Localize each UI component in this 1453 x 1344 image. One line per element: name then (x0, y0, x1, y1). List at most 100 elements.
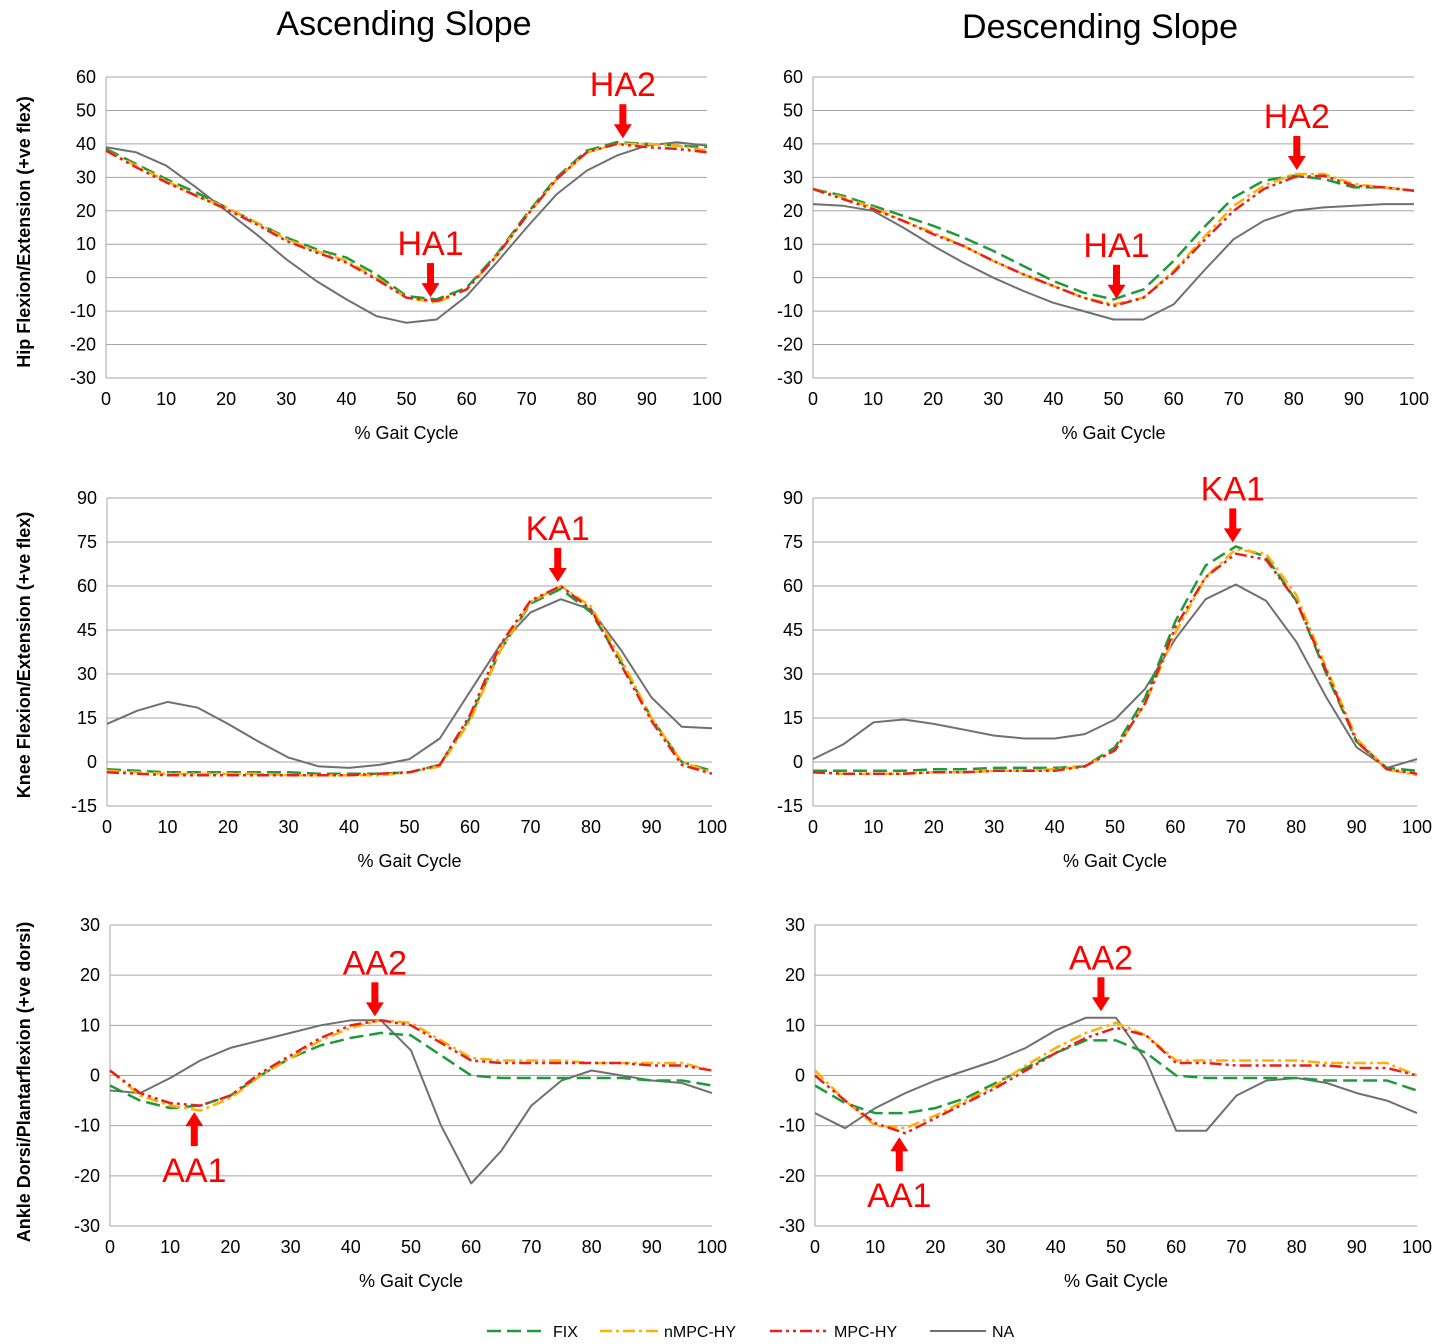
x-tick-label: 40 (1043, 389, 1063, 409)
y-tick-label: 30 (76, 167, 96, 187)
y-tick-label: -30 (70, 368, 96, 388)
x-axis-title: % Gait Cycle (359, 1271, 463, 1291)
x-tick-label: 0 (810, 1237, 820, 1257)
panel-hip-ascending: -30 -20 -10 0 10 20 30 40 50 60 0 10 20 30 40 50 60 70 80 9… (70, 66, 722, 443)
x-tick-label: 10 (863, 389, 883, 409)
x-tick-label: 70 (1226, 817, 1246, 837)
x-tick-label: 70 (520, 817, 540, 837)
x-tick-label: 80 (1287, 1237, 1307, 1257)
x-tick-label: 30 (281, 1237, 301, 1257)
x-tick-label: 70 (1226, 1237, 1246, 1257)
y-tick-label: -10 (74, 1116, 100, 1136)
y-tick-label: 30 (783, 664, 803, 684)
y-tick-label: -20 (70, 335, 96, 355)
x-tick-label: 100 (692, 389, 722, 409)
x-tick-label: 60 (460, 817, 480, 837)
x-tick-label: 20 (923, 389, 943, 409)
x-tick-label: 50 (399, 817, 419, 837)
series-line-fix (109, 1031, 713, 1110)
x-tick-label: 10 (160, 1237, 180, 1257)
column-title-ascending: Ascending Slope (276, 5, 531, 43)
x-tick-label: 90 (637, 389, 657, 409)
y-tick-label: 40 (783, 134, 803, 154)
y-tick-label: 20 (783, 201, 803, 221)
y-tick-label: 50 (76, 100, 96, 120)
x-tick-label: 90 (1344, 389, 1364, 409)
series-line-fix (812, 174, 1415, 301)
x-tick-label: 60 (1164, 389, 1184, 409)
x-axis-title: % Gait Cycle (1064, 1271, 1168, 1291)
annotation-aa2: AA2 (343, 944, 407, 1017)
y-tick-label: 30 (80, 915, 100, 935)
x-tick-label: 40 (339, 817, 359, 837)
series-line-mpc-hy (105, 142, 708, 303)
series-line-mpc-hy (109, 1019, 713, 1107)
y-tick-label: 0 (86, 268, 96, 288)
x-tick-label: 90 (641, 817, 661, 837)
annotation-ka1: KA1 (526, 510, 590, 582)
x-tick-label: 90 (642, 1237, 662, 1257)
y-tick-label: -10 (779, 1116, 805, 1136)
legend-label-fix: FIX (553, 1324, 578, 1341)
series-line-na (109, 1019, 713, 1185)
y-tick-label: 45 (77, 620, 97, 640)
annotation-ka1: KA1 (1201, 470, 1265, 543)
x-tick-label: 50 (1106, 1237, 1126, 1257)
x-tick-label: 40 (336, 389, 356, 409)
row-ylabel-ankle: Ankle Dorsi/Plantarflexion (+ve dorsi) (14, 922, 34, 1243)
annotation-label: KA1 (526, 510, 590, 548)
y-tick-label: 10 (783, 234, 803, 254)
y-tick-label: 30 (77, 664, 97, 684)
x-tick-label: 70 (1224, 389, 1244, 409)
annotation-label: HA2 (1264, 98, 1330, 136)
series-line-na (812, 203, 1414, 321)
y-tick-label: 10 (76, 234, 96, 254)
y-tick-label: -30 (74, 1216, 100, 1236)
series-line-mpc-hy (812, 174, 1415, 308)
y-tick-label: -30 (777, 368, 803, 388)
series-line-mpc-hy (814, 1026, 1418, 1135)
y-tick-label: 60 (783, 67, 803, 87)
series-line-na (105, 141, 708, 324)
x-tick-label: 80 (1284, 389, 1304, 409)
x-tick-label: 60 (1165, 817, 1185, 837)
x-axis-title: % Gait Cycle (1061, 423, 1165, 443)
x-tick-label: 40 (1046, 1237, 1066, 1257)
y-tick-label: 0 (795, 1066, 805, 1086)
x-tick-label: 20 (218, 817, 238, 837)
legend-label-mpc-hy: MPC-HY (834, 1324, 897, 1341)
x-tick-label: 80 (581, 817, 601, 837)
series-line-fix (105, 140, 708, 301)
x-tick-label: 50 (401, 1237, 421, 1257)
row-ylabel-knee: Knee Flexion/Extension (+ve flex) (14, 512, 34, 799)
chart-panels: -30 -20 -10 0 10 20 30 40 50 60 0 10 20 30 40 50 60 70 80 9… (70, 66, 1432, 1291)
y-tick-label: -20 (779, 1166, 805, 1186)
annotation-ha2: HA2 (1264, 98, 1330, 170)
panel-ankle-ascending: -30 -20 -10 0 10 20 30 0 10 20 30 40 50 60 70 80 90 100 % … (74, 915, 727, 1291)
annotation-aa1: AA1 (162, 1112, 226, 1190)
series-line-nmpc-hy (814, 1021, 1418, 1130)
y-tick-label: 60 (76, 67, 96, 87)
y-tick-label: 15 (77, 708, 97, 728)
panel-ankle-descending: -30 -20 -10 0 10 20 30 0 10 20 30 40 50 60 70 80 90 100 % … (779, 915, 1432, 1291)
x-axis-title: % Gait Cycle (1063, 851, 1167, 871)
x-tick-label: 10 (157, 817, 177, 837)
column-title-descending: Descending Slope (962, 8, 1238, 46)
annotation-aa1: AA1 (867, 1137, 931, 1215)
x-axis-title: % Gait Cycle (354, 423, 458, 443)
x-tick-label: 20 (220, 1237, 240, 1257)
series-line-fix (814, 1039, 1418, 1115)
x-tick-label: 50 (1103, 389, 1123, 409)
y-tick-label: -15 (777, 796, 803, 816)
x-tick-label: 40 (1045, 817, 1065, 837)
series-line-mpc-hy (812, 552, 1418, 775)
annotation-label: AA1 (867, 1177, 931, 1215)
x-tick-label: 0 (105, 1237, 115, 1257)
x-tick-label: 70 (517, 389, 537, 409)
y-tick-label: 60 (77, 576, 97, 596)
x-axis-title: % Gait Cycle (357, 851, 461, 871)
x-tick-label: 20 (216, 389, 236, 409)
y-tick-label: 90 (77, 488, 97, 508)
